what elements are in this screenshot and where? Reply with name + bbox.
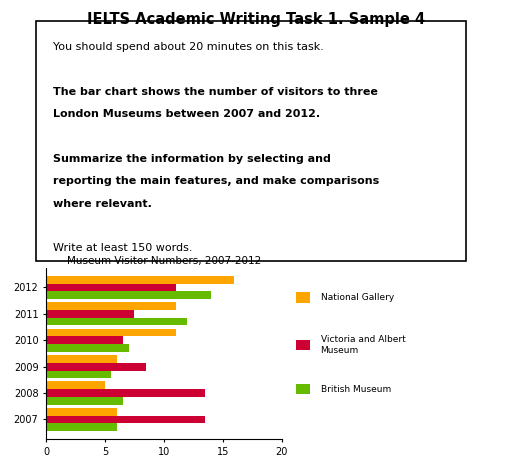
- Bar: [46, 284, 176, 292]
- Bar: [46, 318, 187, 326]
- Text: Victoria and Albert
Museum: Victoria and Albert Museum: [321, 335, 406, 354]
- Bar: [46, 397, 123, 405]
- Text: Summarize the information by selecting and: Summarize the information by selecting a…: [53, 154, 331, 164]
- FancyBboxPatch shape: [296, 384, 310, 395]
- FancyBboxPatch shape: [36, 21, 466, 261]
- Bar: [46, 408, 117, 415]
- Bar: [46, 344, 129, 352]
- FancyBboxPatch shape: [296, 292, 310, 303]
- Text: Write at least 150 words.: Write at least 150 words.: [53, 243, 193, 254]
- Bar: [46, 423, 117, 431]
- Text: You should spend about 20 minutes on this task.: You should spend about 20 minutes on thi…: [53, 43, 324, 52]
- Bar: [46, 415, 205, 423]
- Bar: [46, 389, 205, 397]
- Bar: [46, 371, 111, 378]
- Text: reporting the main features, and make comparisons: reporting the main features, and make co…: [53, 176, 379, 187]
- Bar: [46, 276, 234, 284]
- Text: National Gallery: National Gallery: [321, 293, 394, 302]
- Text: British Museum: British Museum: [321, 385, 391, 394]
- Bar: [46, 336, 123, 344]
- Text: The bar chart shows the number of visitors to three: The bar chart shows the number of visito…: [53, 87, 378, 97]
- FancyBboxPatch shape: [296, 340, 310, 350]
- Title: Museum Visitor Numbers, 2007-2012: Museum Visitor Numbers, 2007-2012: [67, 256, 261, 266]
- Bar: [46, 355, 117, 363]
- Text: where relevant.: where relevant.: [53, 199, 152, 209]
- Bar: [46, 363, 146, 371]
- Text: IELTS Academic Writing Task 1. Sample 4: IELTS Academic Writing Task 1. Sample 4: [87, 12, 425, 26]
- Bar: [46, 381, 105, 389]
- Bar: [46, 292, 211, 299]
- Bar: [46, 310, 135, 318]
- Bar: [46, 302, 176, 310]
- Bar: [46, 328, 176, 336]
- Text: London Museums between 2007 and 2012.: London Museums between 2007 and 2012.: [53, 109, 320, 120]
